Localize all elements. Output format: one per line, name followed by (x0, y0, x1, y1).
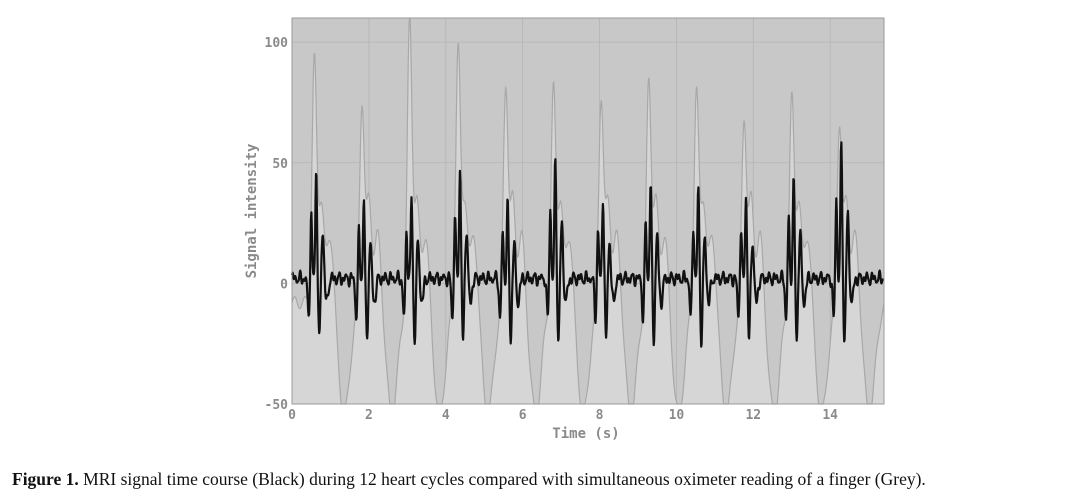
plot-frame (291, 17, 885, 405)
x-tick-label: 6 (519, 408, 527, 423)
x-tick-label: 8 (596, 408, 604, 423)
caption-text: MRI signal time course (Black) during 12… (83, 469, 926, 489)
y-tick-label: 50 (272, 157, 288, 172)
x-tick-label: 4 (442, 408, 450, 423)
y-axis-label: Signal intensity (244, 143, 260, 278)
mri-series-line (290, 141, 885, 348)
x-tick-label: 0 (288, 408, 296, 423)
figure-caption: Figure 1. MRI signal time course (Black)… (12, 469, 1074, 490)
y-tick-label: -50 (265, 398, 289, 413)
x-tick-label: 10 (669, 408, 685, 423)
x-tick-label: 14 (822, 408, 838, 423)
y-tick-label: 0 (280, 277, 288, 292)
x-tick-label: 2 (365, 408, 373, 423)
figure-label: Figure 1. (12, 469, 79, 489)
x-tick-label: 12 (745, 408, 761, 423)
y-tick-label: 100 (265, 36, 289, 51)
x-axis-label: Time (s) (552, 426, 619, 442)
